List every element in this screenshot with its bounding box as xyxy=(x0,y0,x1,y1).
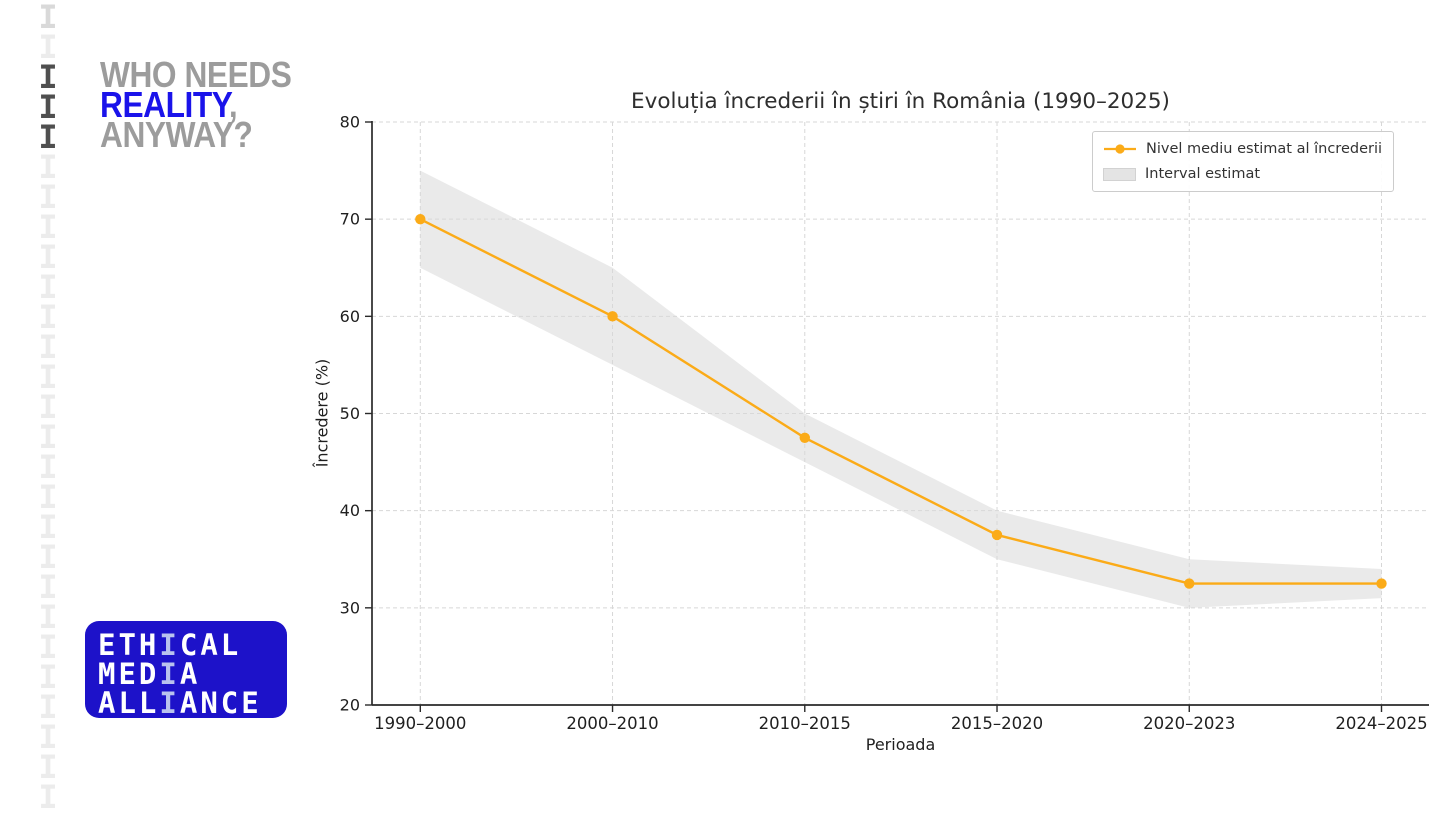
badge-text: CAL xyxy=(179,628,242,662)
y-tick-label: 60 xyxy=(340,307,360,326)
i-beam-glyph: I xyxy=(38,178,58,216)
i-beam-glyph: I xyxy=(38,628,58,666)
x-tick-label: 2000–2010 xyxy=(566,714,658,733)
x-axis-label: Perioada xyxy=(865,735,936,754)
i-beam-glyph: I xyxy=(38,418,58,456)
i-beam-glyph: I xyxy=(38,598,58,636)
x-tick-label: 1990–2000 xyxy=(374,714,466,733)
legend-patch-icon xyxy=(1103,167,1136,181)
x-tick-label: 2024–2025 xyxy=(1335,714,1427,733)
i-beam-glyph: I xyxy=(38,508,58,546)
headline-text: WHO NEEDS xyxy=(100,54,292,95)
x-tick-label: 2020–2023 xyxy=(1143,714,1235,733)
badge-text: ALL xyxy=(98,686,160,720)
headline-line-2: REALITY, xyxy=(100,87,291,123)
y-tick-label: 20 xyxy=(340,696,360,715)
legend-item-series: Nivel mediu estimat al încrederii xyxy=(1103,139,1382,159)
badge-text: ETH xyxy=(98,628,160,662)
badge-text: A xyxy=(179,657,201,691)
i-beam-glyph: I xyxy=(38,118,58,156)
i-beam-glyph: I xyxy=(38,238,58,276)
i-beam-glyph: I xyxy=(38,268,58,306)
badge-line: ALLIANCE xyxy=(98,689,287,718)
i-beam-glyph: I xyxy=(38,298,58,336)
i-beam-glyph: I xyxy=(38,358,58,396)
trust-line xyxy=(419,218,1382,585)
data-point xyxy=(1376,578,1387,589)
i-beam-glyph: I xyxy=(38,748,58,786)
badge-highlight-letter: I xyxy=(159,686,180,720)
y-tick-label: 40 xyxy=(340,501,360,520)
i-beam-glyph: I xyxy=(38,88,58,126)
chart-title: Evoluția încrederii în știri în România … xyxy=(631,89,1170,114)
i-beam-glyph: I xyxy=(38,658,58,696)
i-beam-glyph: I xyxy=(38,778,58,814)
i-beam-glyph: I xyxy=(38,388,58,426)
i-beam-glyph: I xyxy=(38,0,58,36)
data-point xyxy=(799,432,810,443)
headline-line-3: ANYWAY? xyxy=(100,117,291,153)
headline: WHO NEEDS REALITY, ANYWAY? xyxy=(100,57,318,153)
i-beam-glyph: I xyxy=(38,208,58,246)
badge-text: MED xyxy=(98,657,160,691)
i-beam-glyph: I xyxy=(38,28,58,66)
legend-item-band: Interval estimat xyxy=(1103,164,1382,184)
i-beam-glyph: I xyxy=(38,448,58,486)
i-beam-glyph: I xyxy=(38,538,58,576)
badge-line: ETHICAL xyxy=(98,631,287,660)
x-tick-label: 2015–2020 xyxy=(951,714,1043,733)
headline-text: REALITY xyxy=(100,84,229,125)
data-point xyxy=(991,529,1003,541)
i-beam-glyph: I xyxy=(38,718,58,756)
legend-label: Nivel mediu estimat al încrederii xyxy=(1146,141,1383,157)
i-beam-glyph: I xyxy=(38,58,58,96)
y-axis-label: Încredere (%) xyxy=(312,358,332,468)
legend-label: Interval estimat xyxy=(1145,166,1261,182)
i-beam-glyph: I xyxy=(38,328,58,366)
badge-line: MEDIA xyxy=(98,660,287,689)
badge-text: ANCE xyxy=(179,686,262,720)
confidence-band xyxy=(420,170,1382,608)
y-tick-label: 70 xyxy=(340,210,360,229)
headline-text: ANYWAY? xyxy=(100,114,253,155)
y-tick-label: 50 xyxy=(340,404,360,423)
data-point xyxy=(607,311,618,322)
badge-highlight-letter: I xyxy=(159,628,180,662)
i-beam-glyph: I xyxy=(38,148,58,186)
headline-suffix: , xyxy=(228,84,238,125)
y-tick-label: 30 xyxy=(340,598,360,617)
i-beam-glyph: I xyxy=(38,478,58,516)
legend-line-marker-icon xyxy=(1104,144,1136,154)
i-beam-glyph: I xyxy=(38,568,58,606)
ethical-media-alliance-badge: ETHICAL MEDIA ALLIANCE xyxy=(85,621,287,718)
i-beam-glyph: I xyxy=(38,688,58,726)
y-tick-label: 80 xyxy=(340,113,360,132)
badge-highlight-letter: I xyxy=(159,657,180,691)
headline-line-1: WHO NEEDS xyxy=(100,57,292,93)
chart-legend: Nivel mediu estimat al încrederii Interv… xyxy=(1092,131,1395,192)
data-point xyxy=(1184,578,1195,589)
data-point xyxy=(415,213,426,225)
x-tick-label: 2010–2015 xyxy=(759,714,851,733)
